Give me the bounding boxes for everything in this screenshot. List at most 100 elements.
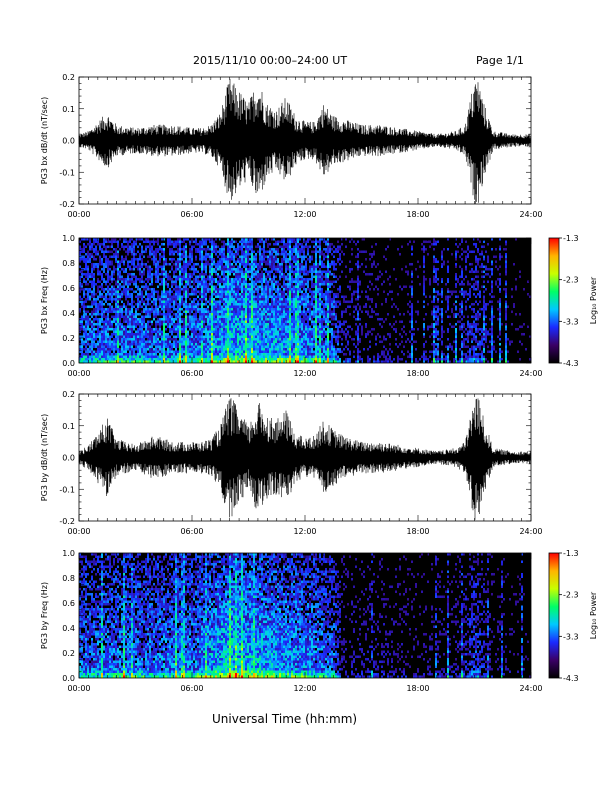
spectrogram-cell [149, 315, 151, 318]
spectrogram-cell [195, 258, 197, 261]
spectrogram-cell [105, 355, 107, 358]
spectrogram-cell [85, 330, 87, 333]
spectrogram-cell [219, 325, 221, 328]
spectrogram-cell [225, 360, 227, 363]
spectrogram-cell [163, 358, 165, 361]
spectrogram-cell [159, 305, 161, 308]
spectrogram-cell [159, 345, 161, 348]
spectrogram-cell [119, 348, 121, 351]
spectrogram-cell [307, 298, 309, 301]
spectrogram-cell [231, 303, 233, 306]
spectrogram-cell [239, 248, 241, 251]
spectrogram-cell [119, 338, 121, 341]
spectrogram-cell [249, 238, 251, 241]
spectrogram-cell [311, 278, 313, 281]
spectrogram-cell [217, 340, 219, 343]
spectrogram-cell [267, 283, 269, 286]
spectrogram-cell [87, 255, 89, 258]
spectrogram-cell [307, 353, 309, 356]
spectrogram-cell [145, 310, 147, 313]
spectrogram-cell [309, 308, 311, 311]
spectrogram-cell [133, 338, 135, 341]
spectrogram-cell [169, 308, 171, 311]
spectrogram-cell [247, 295, 249, 298]
spectrogram-cell [241, 245, 243, 248]
spectrogram-cell [287, 325, 289, 328]
spectrogram-cell [201, 270, 203, 273]
spectrogram-cell [239, 333, 241, 336]
spectrogram-cell [143, 338, 145, 341]
spectrogram-cell [99, 343, 101, 346]
spectrogram-cell [161, 338, 163, 341]
spectrogram-cell [139, 318, 141, 321]
spectrogram-cell [263, 290, 265, 293]
spectrogram-cell [137, 333, 139, 336]
spectrogram-cell [291, 358, 293, 361]
spectrogram-cell [127, 353, 129, 356]
spectrogram-cell [169, 290, 171, 293]
spectrogram-cell [309, 333, 311, 336]
spectrogram-cell [85, 353, 87, 356]
spectrogram-cell [235, 270, 237, 273]
spectrogram-cell [89, 248, 91, 251]
spectrogram-cell [117, 285, 119, 288]
spectrogram-cell [291, 250, 293, 253]
spectrogram-cell [83, 360, 85, 363]
spectrogram-cell [287, 328, 289, 331]
spectrogram-cell [167, 283, 169, 286]
spectrogram-cell [117, 268, 119, 271]
spectrogram-cell [299, 273, 301, 276]
spectrogram-cell [273, 260, 275, 263]
spectrogram-cell [139, 358, 141, 361]
spectrogram-cell [117, 265, 119, 268]
spectrogram-cell [117, 293, 119, 296]
spectrogram-cell [211, 338, 213, 341]
spectrogram-cell [255, 298, 257, 301]
spectrogram-cell [253, 295, 255, 298]
spectrogram-cell [279, 303, 281, 306]
spectrogram-cell [121, 290, 123, 293]
spectrogram-cell [259, 288, 261, 291]
spectrogram-cell [179, 325, 181, 328]
spectrogram-cell [131, 273, 133, 276]
spectrogram-cell [187, 255, 189, 258]
spectrogram-cell [273, 248, 275, 251]
spectrogram-cell [135, 343, 137, 346]
spectrogram-cell [217, 263, 219, 266]
spectrogram-cell [197, 318, 199, 321]
spectrogram-cell [193, 303, 195, 306]
spectrogram-cell [127, 310, 129, 313]
spectrogram-cell [305, 268, 307, 271]
spectrogram-cell [103, 348, 105, 351]
spectrogram-cell [177, 305, 179, 308]
spectrogram-cell [169, 248, 171, 251]
spectrogram-cell [107, 250, 109, 253]
spectrogram-cell [141, 250, 143, 253]
spectrogram-cell [125, 333, 127, 336]
spectrogram-cell [295, 280, 297, 283]
spectrogram-cell [169, 315, 171, 318]
spectrogram-cell [265, 345, 267, 348]
spectrogram-cell [237, 313, 239, 316]
spectrogram-cell [299, 298, 301, 301]
spectrogram-cell [111, 295, 113, 298]
spectrogram-cell [257, 285, 259, 288]
spectrogram-cell [151, 345, 153, 348]
spectrogram-cell [115, 290, 117, 293]
spectrogram-cell [235, 330, 237, 333]
spectrogram-cell [95, 338, 97, 341]
spectrogram-cell [151, 290, 153, 293]
spectrogram-cell [153, 243, 155, 246]
spectrogram-cell [213, 318, 215, 321]
spectrogram-cell [303, 240, 305, 243]
spectrogram-cell [167, 338, 169, 341]
spectrogram-cell [239, 320, 241, 323]
spectrogram-cell [153, 250, 155, 253]
spectrogram-cell [199, 330, 201, 333]
spectrogram-cell [305, 338, 307, 341]
spectrogram-cell [211, 260, 213, 263]
spectrogram-cell [199, 338, 201, 341]
spectrogram-cell [245, 323, 247, 326]
spectrogram-cell [297, 360, 299, 363]
spectrogram-cell [201, 305, 203, 308]
